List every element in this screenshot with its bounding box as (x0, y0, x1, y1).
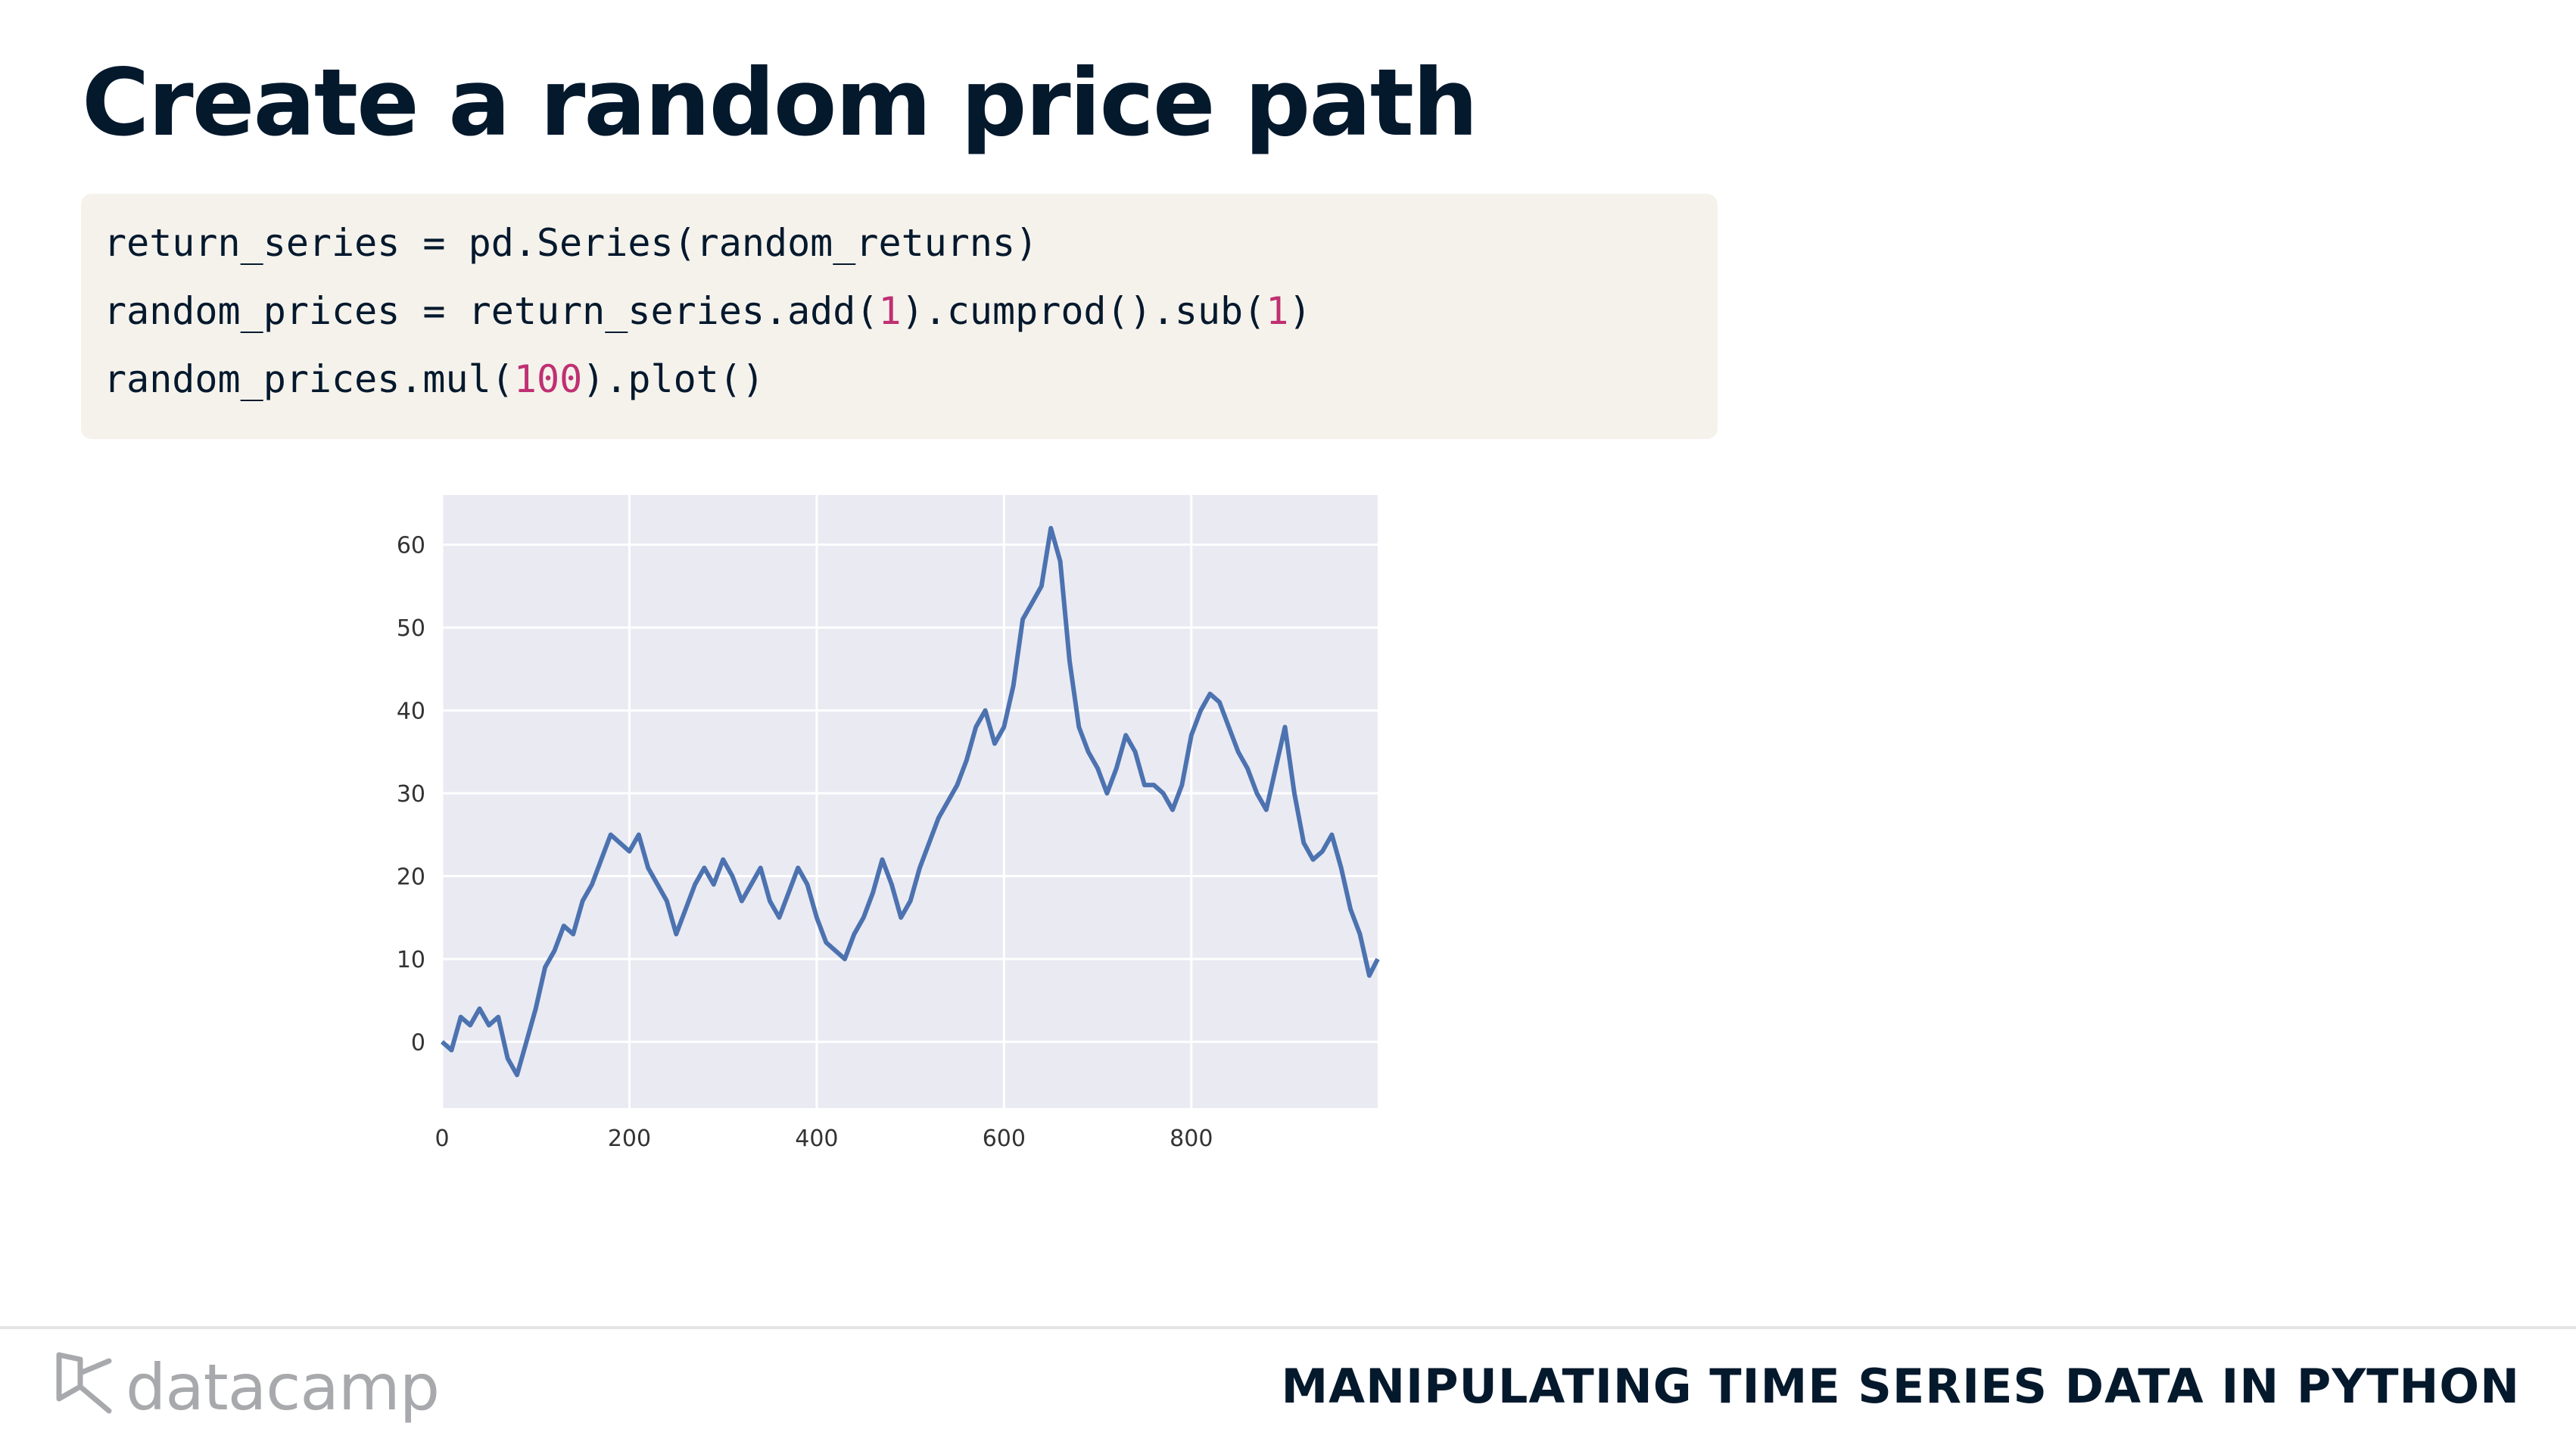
code-token: ) (1288, 289, 1312, 333)
datacamp-logo: datacamp (53, 1346, 440, 1429)
code-line: return_series = pd.Series(random_returns… (104, 209, 1695, 277)
code-token: return_series = pd.Series(random_returns… (104, 221, 1039, 265)
plot-area (442, 495, 1378, 1108)
x-axis-ticks: 0 200 400 600 800 (435, 1126, 1213, 1152)
y-axis-ticks: 0 10 20 30 40 50 60 (397, 533, 425, 1057)
slide-title: Create a random price path (82, 49, 1478, 157)
x-tick-label: 200 (608, 1126, 651, 1152)
code-token: random_prices.mul( (104, 357, 514, 401)
course-title: MANIPULATING TIME SERIES DATA IN PYTHON (1281, 1359, 2520, 1414)
price-series-line (441, 525, 1380, 1078)
x-tick-label: 0 (435, 1126, 449, 1152)
code-number: 100 (513, 357, 583, 401)
x-tick-label: 800 (1170, 1126, 1213, 1152)
brand-name: datacamp (126, 1350, 440, 1425)
code-token: random_prices = return_series.add( (104, 289, 879, 333)
code-line: random_prices = return_series.add(1).cum… (104, 277, 1695, 345)
footer-divider (0, 1326, 2576, 1329)
code-token: ).cumprod().sub( (901, 289, 1266, 333)
code-block: return_series = pd.Series(random_returns… (81, 194, 1718, 439)
code-token: ).plot() (582, 357, 765, 401)
y-tick-label: 50 (397, 615, 425, 642)
code-line: random_prices.mul(100).plot() (104, 345, 1695, 413)
y-tick-label: 30 (397, 781, 425, 808)
datacamp-logo-icon (56, 1352, 112, 1414)
y-tick-label: 40 (397, 699, 425, 725)
x-tick-label: 400 (795, 1126, 838, 1152)
code-number: 1 (1266, 289, 1289, 333)
line-chart: 0 200 400 600 800 0 10 20 30 40 50 60 (397, 495, 1380, 1152)
code-number: 1 (878, 289, 902, 333)
series-layer (441, 525, 1380, 1078)
x-tick-label: 600 (983, 1126, 1026, 1152)
y-tick-label: 20 (397, 864, 425, 891)
y-tick-label: 10 (397, 947, 425, 973)
y-tick-label: 60 (397, 533, 425, 559)
y-tick-label: 0 (411, 1029, 425, 1056)
